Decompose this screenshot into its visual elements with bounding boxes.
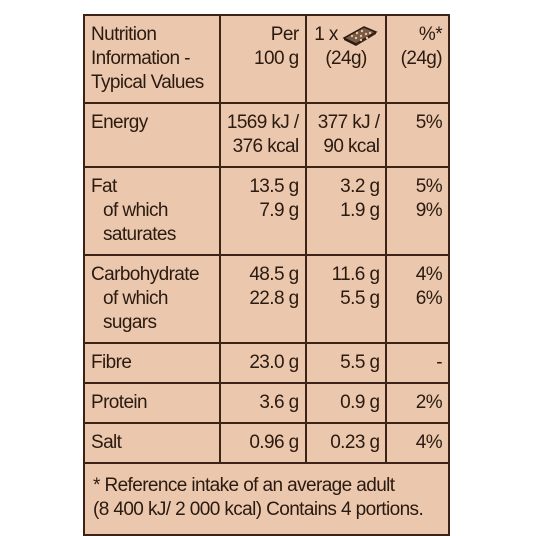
nutrient-row: Fat of which saturates 13.5 g 7.9 g 3.2 g 1.9 … (83, 166, 450, 256)
cell-text: 5.5 g (340, 288, 380, 309)
cell-text: 1569 kJ / (226, 112, 299, 133)
cell-text: 377 kJ / (317, 112, 380, 133)
table-cell: 3.2 g 1.9 g (304, 166, 388, 256)
nutrient-row: Energy 1569 kJ / 376 kcal 377 kJ / 90 kcal 5% (83, 102, 450, 168)
table-body: Nutrition Information - Typical Values Per 1… (83, 14, 450, 536)
table-cell: 23.0 g (218, 342, 307, 384)
cell-text: 3.2 g (340, 176, 380, 197)
cell-text: Carbohydrate (91, 264, 200, 285)
cell-text: 13.5 g (249, 176, 299, 197)
cell-text: (8 400 kJ/ 2 000 kcal) Contains 4 portio… (93, 499, 424, 520)
table-cell: 1 x (24g) (304, 14, 388, 104)
table-cell: Carbohydrate of which sugars (83, 254, 221, 344)
table-cell: - (385, 342, 450, 384)
cell-text: 100 g (254, 48, 299, 69)
cell-text: 5% (415, 112, 443, 133)
cell-text: 3.6 g (259, 392, 299, 413)
table-cell: Nutrition Information - Typical Values (83, 14, 221, 104)
cell-text: 11.6 g (331, 264, 380, 285)
cell-text: * Reference intake of an average adult (93, 475, 395, 496)
cell-text: Per (270, 24, 299, 45)
cell-text: Energy (91, 112, 148, 133)
cell-text: 5.5 g (340, 352, 380, 373)
cell-text: 22.8 g (249, 288, 299, 309)
cell-text: 0.9 g (340, 392, 380, 413)
table-cell: 0.23 g (304, 422, 388, 464)
cell-text: 9% (415, 200, 443, 221)
footnote-row: * Reference intake of an average adult (8… (83, 462, 450, 536)
table-cell: 2% (385, 382, 450, 424)
table-cell: Fibre (83, 342, 221, 384)
table-cell: 48.5 g 22.8 g (218, 254, 307, 344)
table-cell: %* (24g) (385, 14, 450, 104)
nutrient-row: Protein 3.6 g 0.9 g 2% (83, 382, 450, 424)
cell-text: 0.96 g (249, 432, 299, 453)
table-cell: * Reference intake of an average adult (8… (83, 462, 450, 536)
cell-text: 4% (415, 264, 443, 285)
cell-text: 0.23 g (330, 432, 380, 453)
nutrition-table: Nutrition Information - Typical Values Per 1… (83, 14, 450, 536)
cell-text: 6% (415, 288, 443, 309)
cell-text: 5% (415, 176, 443, 197)
cell-text: of which (103, 288, 169, 309)
cell-text: 2% (415, 392, 443, 413)
table-cell: 0.96 g (218, 422, 307, 464)
cell-text: (24g) (400, 48, 443, 69)
cell-text: 90 kcal (323, 136, 380, 157)
cell-text: 1.9 g (340, 200, 380, 221)
cell-text: Fat (91, 176, 117, 197)
header-row: Nutrition Information - Typical Values Per 1… (83, 14, 450, 104)
cell-text: 48.5 g (249, 264, 299, 285)
cell-text: Nutrition (91, 24, 157, 45)
table-cell: Protein (83, 382, 221, 424)
cell-text: Typical Values (91, 72, 204, 93)
table-cell: 4% 6% (385, 254, 450, 344)
cell-text: 23.0 g (249, 352, 299, 373)
cell-text: 7.9 g (259, 200, 299, 221)
table-cell: 0.9 g (304, 382, 388, 424)
cell-text: %* (418, 24, 443, 45)
cell-text: sugars (103, 312, 157, 333)
table-cell: Fat of which saturates (83, 166, 221, 256)
nutrient-row: Fibre 23.0 g 5.5 g - (83, 342, 450, 384)
cell-text: (24g) (325, 48, 367, 69)
table-cell: 13.5 g 7.9 g (218, 166, 307, 256)
table-cell: 1569 kJ / 376 kcal (218, 102, 307, 168)
table-cell: Per 100 g (218, 14, 307, 104)
table-cell: 377 kJ / 90 kcal (304, 102, 388, 168)
table-cell: 11.6 g 5.5 g (304, 254, 388, 344)
cell-text: 1 x (313, 23, 380, 47)
cell-text: 376 kcal (232, 136, 300, 157)
cell-text: Fibre (91, 352, 132, 373)
cell-text: Salt (91, 432, 122, 453)
nutrient-row: Salt 0.96 g 0.23 g 4% (83, 422, 450, 464)
table-cell: 3.6 g (218, 382, 307, 424)
cell-text: saturates (103, 224, 176, 245)
table-cell: 4% (385, 422, 450, 464)
table-cell: 5% (385, 102, 450, 168)
table-cell: Salt (83, 422, 221, 464)
cell-text: - (436, 352, 442, 373)
cell-text: Information - (91, 48, 190, 69)
portion-icon (342, 26, 378, 46)
table-cell: 5% 9% (385, 166, 450, 256)
cell-text: of which (103, 200, 169, 221)
table-cell: 5.5 g (304, 342, 388, 384)
cell-text: 4% (415, 432, 443, 453)
nutrient-row: Carbohydrate of which sugars 48.5 g 22.8 g 11… (83, 254, 450, 344)
cell-text: Protein (91, 392, 148, 413)
table-cell: Energy (83, 102, 221, 168)
